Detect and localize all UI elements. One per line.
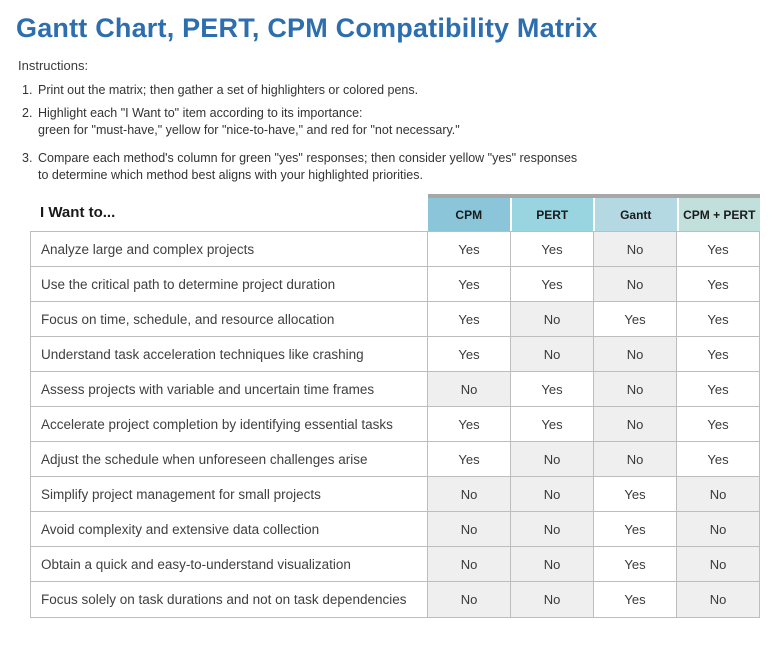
matrix-cell: No (428, 372, 511, 406)
matrix-row: Adjust the schedule when unforeseen chal… (31, 442, 759, 477)
matrix-cell: Yes (677, 267, 759, 301)
matrix-cell: No (511, 547, 594, 581)
row-label: Use the critical path to determine proje… (31, 267, 428, 301)
row-label: Accelerate project completion by identif… (31, 407, 428, 441)
row-label: Adjust the schedule when unforeseen chal… (31, 442, 428, 476)
instructions-label: Instructions: (18, 58, 89, 73)
matrix-row: Use the critical path to determine proje… (31, 267, 759, 302)
matrix-cell: Yes (428, 232, 511, 266)
matrix-cell: Yes (677, 372, 759, 406)
matrix-row: Simplify project management for small pr… (31, 477, 759, 512)
matrix-cell: No (511, 512, 594, 546)
instruction-item: 2. Highlight each "I Want to" item accord… (22, 105, 778, 139)
matrix-cell: No (511, 337, 594, 371)
row-label: Focus on time, schedule, and resource al… (31, 302, 428, 336)
matrix-row: Focus solely on task durations and not o… (31, 582, 759, 617)
column-header-cpm: CPM (428, 198, 510, 231)
instruction-number: 1. (22, 83, 33, 97)
matrix-cell: No (428, 547, 511, 581)
instruction-text: Compare each method's column for green "… (38, 151, 578, 182)
compatibility-matrix-table: I Want to... CPM PERT Gantt CPM + PERT Anal… (30, 194, 760, 618)
matrix-cell: No (594, 337, 677, 371)
instruction-number: 3. (22, 151, 33, 165)
row-label: Avoid complexity and extensive data coll… (31, 512, 428, 546)
matrix-cell: Yes (677, 407, 759, 441)
row-label: Assess projects with variable and uncert… (31, 372, 428, 406)
matrix-cell: No (511, 477, 594, 511)
matrix-cell: Yes (428, 407, 511, 441)
matrix-cell: Yes (677, 442, 759, 476)
matrix-row: Focus on time, schedule, and resource al… (31, 302, 759, 337)
matrix-cell: Yes (428, 337, 511, 371)
instruction-item: 3. Compare each method's column for green… (22, 150, 778, 184)
matrix-body: Analyze large and complex projects Yes Yes… (30, 231, 760, 618)
matrix-cell: No (677, 547, 759, 581)
row-label: Simplify project management for small pr… (31, 477, 428, 511)
matrix-cell: No (428, 477, 511, 511)
matrix-cell: Yes (594, 582, 677, 617)
matrix-cell: No (511, 302, 594, 336)
matrix-cell: Yes (511, 407, 594, 441)
matrix-cell: No (594, 232, 677, 266)
matrix-cell: Yes (428, 267, 511, 301)
matrix-cell: No (594, 407, 677, 441)
column-headers: CPM PERT Gantt CPM + PERT (428, 194, 760, 231)
matrix-cell: Yes (677, 302, 759, 336)
instruction-item: 1. Print out the matrix; then gather a se… (22, 82, 778, 99)
matrix-cell: Yes (677, 337, 759, 371)
matrix-cell: Yes (677, 232, 759, 266)
instructions-list: 1. Print out the matrix; then gather a se… (22, 82, 778, 184)
matrix-row: Understand task acceleration techniques … (31, 337, 759, 372)
row-header-label: I Want to... (40, 204, 116, 221)
row-label: Obtain a quick and easy-to-understand vi… (31, 547, 428, 581)
row-label: Analyze large and complex projects (31, 232, 428, 266)
matrix-cell: No (594, 372, 677, 406)
instruction-text: Highlight each "I Want to" item accordin… (38, 106, 460, 137)
matrix-row: Avoid complexity and extensive data coll… (31, 512, 759, 547)
matrix-cell: Yes (428, 442, 511, 476)
matrix-row: Analyze large and complex projects Yes Yes… (31, 232, 759, 267)
matrix-cell: No (677, 582, 759, 617)
matrix-cell: Yes (428, 302, 511, 336)
matrix-cell: Yes (511, 267, 594, 301)
matrix-cell: Yes (511, 232, 594, 266)
column-header-pert: PERT (511, 198, 593, 231)
page-title: Gantt Chart, PERT, CPM Compatibility Mat… (16, 13, 598, 43)
matrix-cell: Yes (594, 512, 677, 546)
matrix-cell: No (428, 582, 511, 617)
matrix-row: Accelerate project completion by identif… (31, 407, 759, 442)
matrix-cell: No (677, 477, 759, 511)
matrix-cell: No (594, 442, 677, 476)
instruction-number: 2. (22, 106, 33, 120)
instruction-text: Print out the matrix; then gather a set … (38, 83, 419, 97)
column-header-cpm-pert: CPM + PERT (678, 198, 760, 231)
matrix-cell: Yes (594, 302, 677, 336)
column-header-gantt: Gantt (595, 198, 677, 231)
matrix-cell: Yes (594, 547, 677, 581)
row-label: Understand task acceleration techniques … (31, 337, 428, 371)
matrix-row: Assess projects with variable and uncert… (31, 372, 759, 407)
matrix-cell: No (511, 442, 594, 476)
matrix-cell: No (677, 512, 759, 546)
row-label: Focus solely on task durations and not o… (31, 582, 428, 617)
matrix-cell: Yes (594, 477, 677, 511)
matrix-header-row: I Want to... CPM PERT Gantt CPM + PERT (30, 194, 760, 231)
matrix-cell: Yes (511, 372, 594, 406)
matrix-cell: No (511, 582, 594, 617)
matrix-cell: No (594, 267, 677, 301)
matrix-cell: No (428, 512, 511, 546)
matrix-row: Obtain a quick and easy-to-understand vi… (31, 547, 759, 582)
